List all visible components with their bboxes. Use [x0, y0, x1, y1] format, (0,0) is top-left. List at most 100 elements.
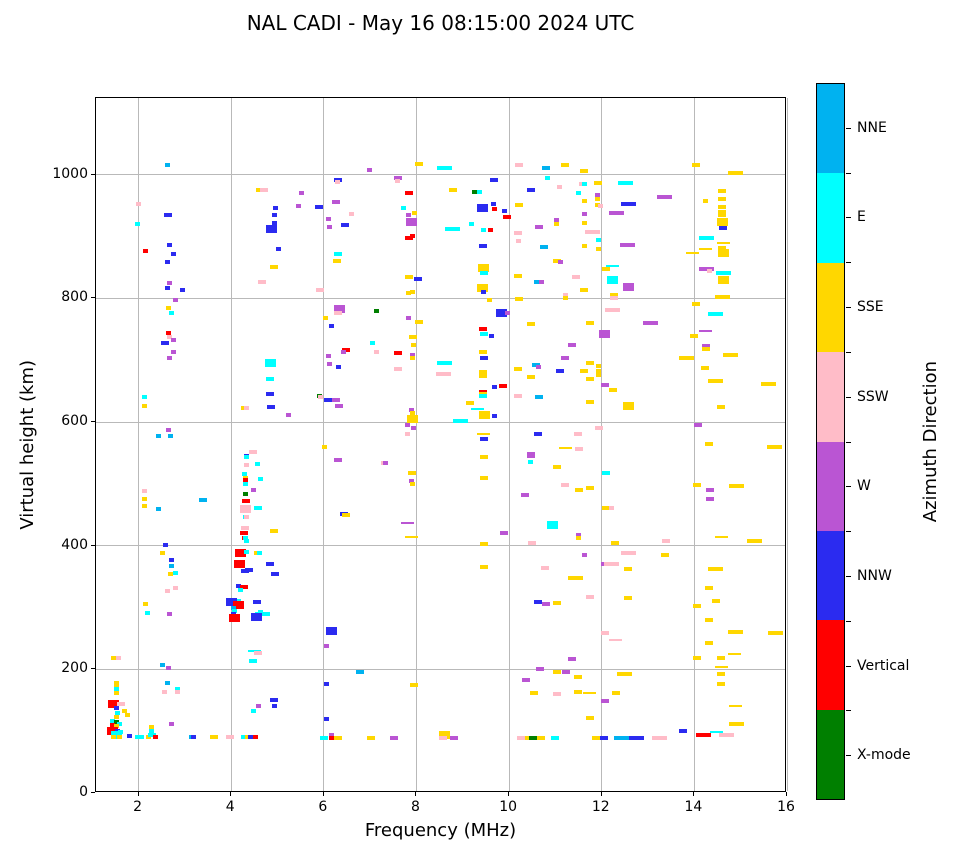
y-axis-label: Virtual height (km) — [16, 359, 38, 530]
data-point — [596, 369, 601, 374]
data-point — [539, 245, 548, 250]
data-point — [534, 431, 543, 436]
data-point — [401, 522, 415, 525]
data-point — [146, 735, 152, 740]
data-point — [438, 731, 450, 740]
data-point — [717, 681, 726, 686]
data-point — [393, 367, 402, 372]
data-point — [161, 341, 170, 346]
data-point — [111, 656, 120, 661]
data-point — [269, 529, 278, 534]
grid-line-x — [508, 98, 510, 791]
data-point — [286, 412, 292, 417]
data-point — [323, 681, 329, 686]
data-point — [624, 596, 633, 601]
data-point — [562, 296, 568, 301]
y-tick-label: 1000 — [52, 165, 88, 182]
data-point — [528, 540, 537, 545]
colorbar-center-tick — [846, 665, 851, 667]
data-point — [679, 728, 688, 733]
data-point — [127, 734, 133, 739]
data-point — [766, 444, 782, 449]
data-point — [705, 618, 714, 623]
colorbar-tick-label: E — [857, 209, 866, 226]
data-point — [122, 709, 128, 714]
data-point — [408, 334, 417, 339]
data-point — [607, 276, 619, 285]
data-point — [560, 163, 569, 168]
data-point — [610, 295, 619, 300]
data-point — [395, 178, 400, 183]
data-point — [109, 722, 115, 727]
data-point — [617, 672, 633, 677]
x-tick-label: 8 — [411, 799, 420, 815]
data-point — [579, 369, 588, 374]
data-point — [199, 497, 208, 502]
data-point — [717, 672, 726, 677]
data-point — [165, 330, 171, 335]
data-point — [601, 505, 610, 510]
data-point — [236, 583, 242, 588]
data-point — [250, 613, 262, 622]
data-point — [608, 211, 624, 215]
data-point — [585, 321, 594, 326]
grid-line-x — [601, 98, 603, 791]
data-point — [596, 247, 601, 252]
grid-line-x — [693, 98, 695, 791]
data-point — [240, 525, 249, 530]
data-point — [106, 726, 118, 735]
data-point — [479, 564, 488, 569]
data-point — [728, 653, 742, 656]
y-axis-label-wrap: Virtual height (km) — [14, 97, 40, 792]
data-point — [258, 476, 264, 481]
y-tick-label: 800 — [61, 289, 88, 306]
data-point — [477, 283, 489, 292]
data-point — [272, 206, 278, 211]
x-tick-label: 12 — [591, 799, 610, 815]
data-point — [546, 520, 558, 529]
data-point — [165, 428, 171, 433]
data-point — [581, 243, 587, 248]
data-point — [164, 588, 170, 593]
data-point — [406, 315, 412, 320]
data-point — [660, 552, 669, 557]
data-point — [334, 311, 343, 316]
data-point — [410, 683, 419, 688]
data-point — [326, 217, 332, 222]
data-point — [410, 352, 416, 357]
data-point — [595, 202, 601, 207]
data-point — [253, 505, 262, 510]
data-point — [334, 180, 340, 185]
data-point — [599, 735, 608, 740]
data-point — [394, 350, 403, 355]
data-point — [534, 599, 543, 604]
data-point — [410, 356, 416, 361]
data-point — [586, 715, 595, 720]
grid-line-x — [786, 98, 788, 791]
data-point — [698, 248, 712, 251]
data-point — [175, 687, 180, 692]
data-point — [504, 311, 510, 316]
data-point — [228, 614, 240, 622]
data-point — [539, 279, 545, 284]
data-point — [599, 329, 611, 338]
data-point — [718, 196, 727, 201]
data-point — [237, 587, 243, 592]
data-point — [705, 442, 714, 447]
data-point — [514, 202, 523, 207]
data-point — [702, 343, 711, 348]
data-point — [628, 735, 644, 740]
data-point — [522, 677, 531, 682]
data-point — [622, 283, 634, 292]
data-point — [600, 698, 609, 703]
data-point — [271, 220, 277, 225]
data-point — [527, 451, 536, 456]
data-point — [767, 631, 783, 636]
x-tick-label: 14 — [684, 799, 703, 815]
grid-line-x — [230, 98, 232, 791]
data-point — [574, 447, 583, 452]
data-point — [240, 531, 249, 536]
data-point — [145, 611, 151, 616]
data-point — [596, 237, 601, 242]
data-point — [490, 202, 496, 207]
